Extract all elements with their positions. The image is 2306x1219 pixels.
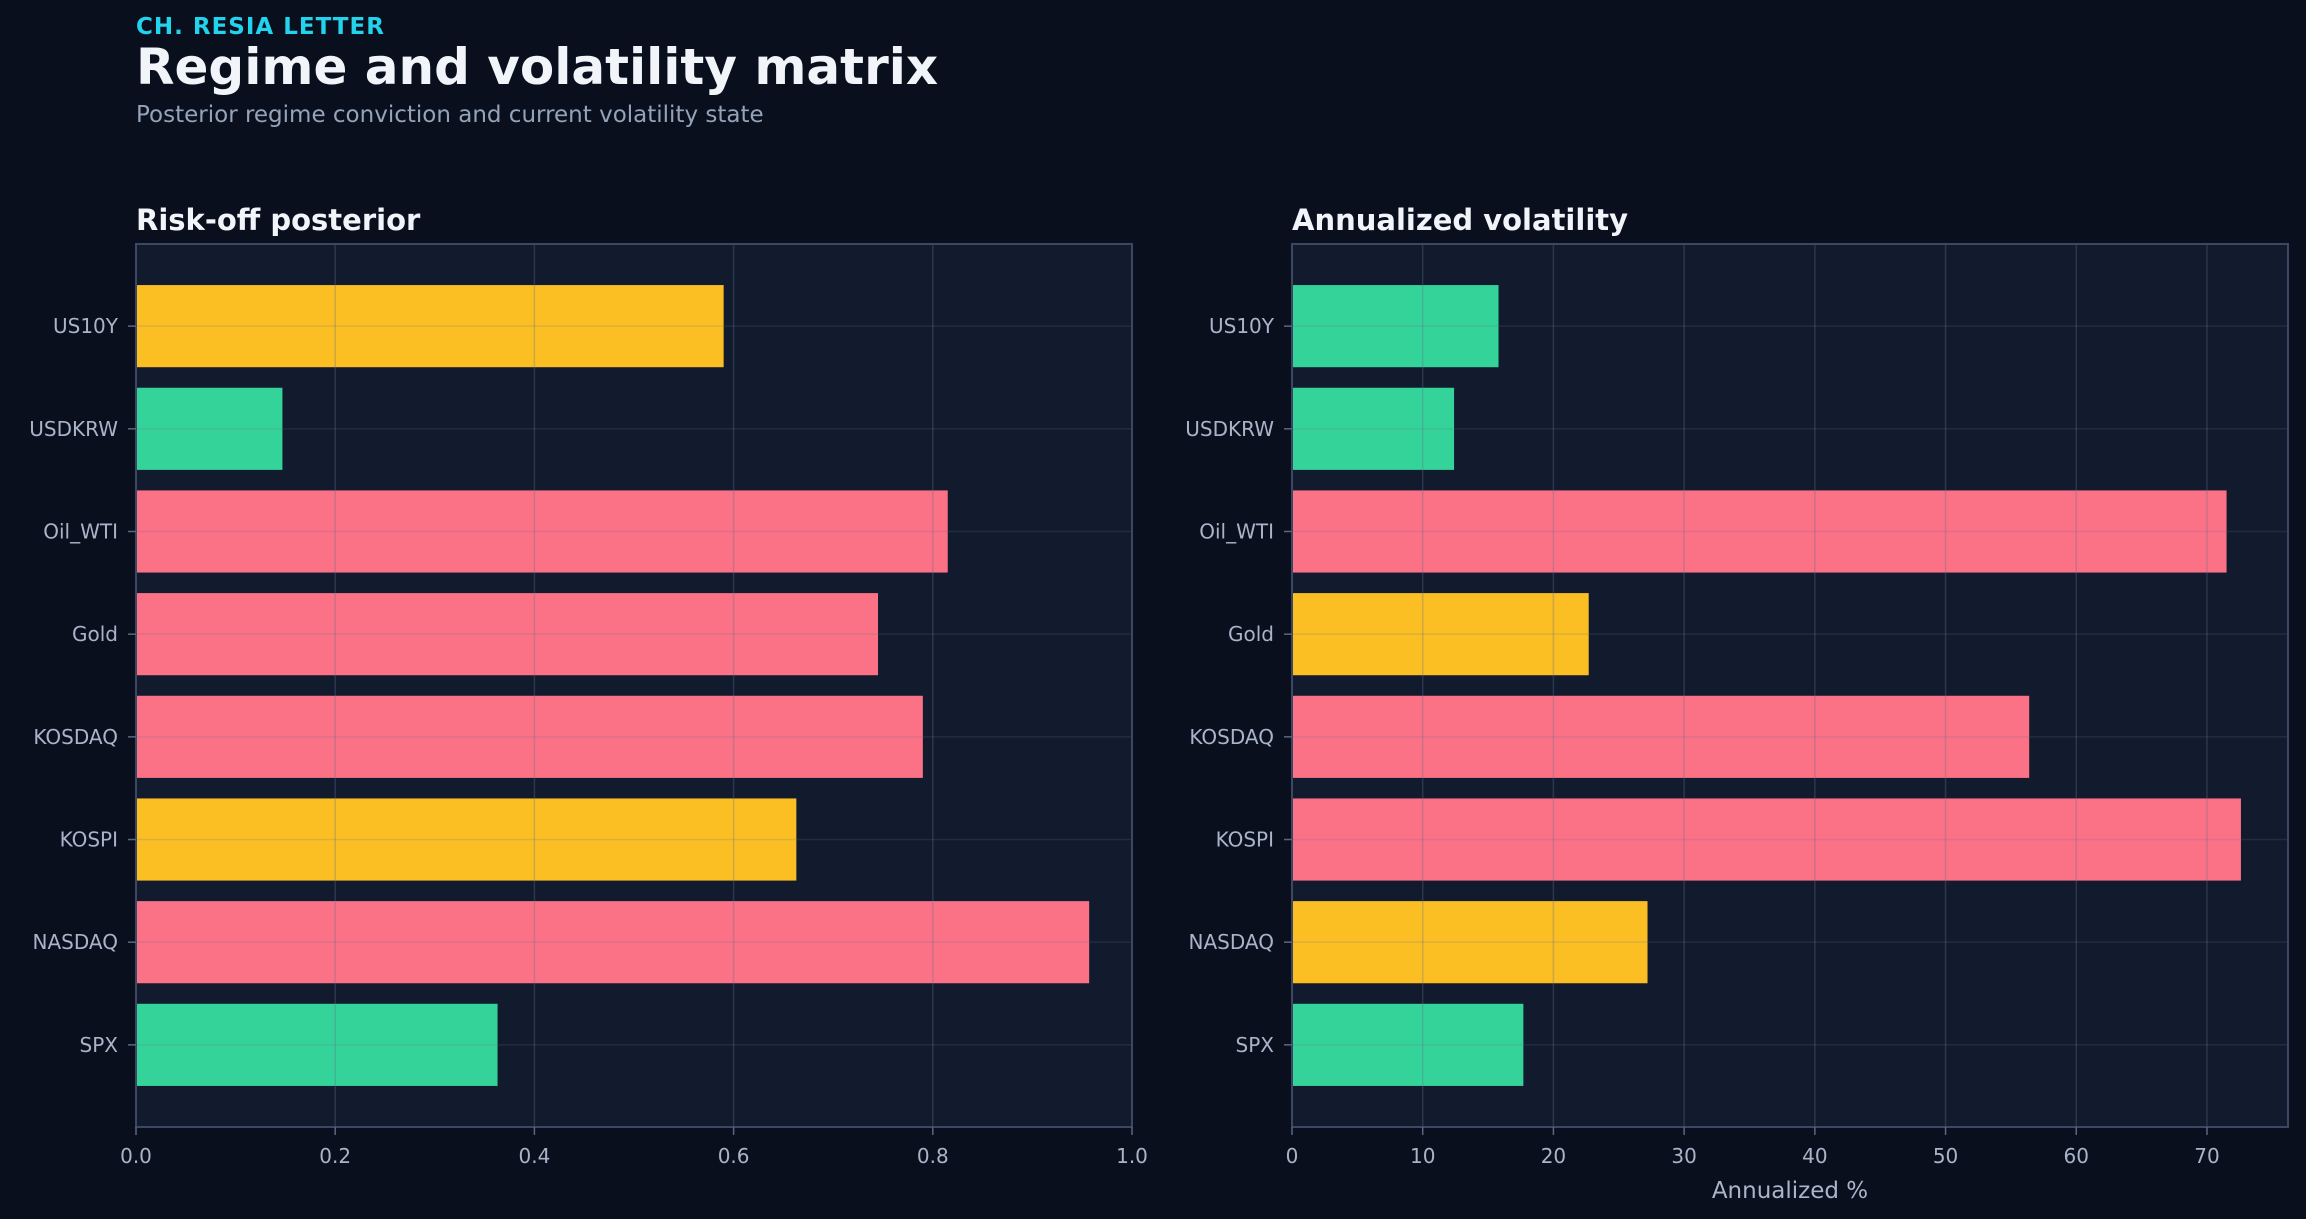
x-tick-label: 50 (1933, 1144, 1958, 1168)
x-tick-label: 70 (2194, 1144, 2219, 1168)
x-tick-label: 0 (1286, 1144, 1299, 1168)
y-tick-label: Gold (1228, 622, 1274, 646)
chart-title: Risk-off posterior (136, 203, 421, 237)
y-tick-label: USDKRW (29, 417, 118, 441)
y-tick-label: US10Y (53, 314, 119, 338)
x-tick-label: 10 (1410, 1144, 1435, 1168)
bar-nasdaq (1292, 901, 1648, 984)
y-tick-label: NASDAQ (1189, 930, 1274, 954)
bar-kosdaq (136, 695, 923, 778)
chart-title: Annualized volatility (1292, 203, 1628, 237)
bar-oil-wti (136, 490, 948, 573)
plot-area (1292, 244, 2288, 1127)
page-subtitle: Posterior regime conviction and current … (136, 102, 764, 128)
y-tick-label: US10Y (1209, 314, 1275, 338)
bar-spx (1292, 1003, 1524, 1086)
x-tick-label: 0.2 (319, 1144, 351, 1168)
x-tick-label: 0.6 (718, 1144, 750, 1168)
y-tick-label: Oil_WTI (43, 519, 118, 543)
bar-kospi (136, 798, 797, 881)
x-tick-label: 0.8 (917, 1144, 949, 1168)
bar-us10y (1292, 285, 1499, 368)
bar-nasdaq (136, 901, 1090, 984)
bar-kosdaq (1292, 695, 2030, 778)
bar-spx (136, 1003, 498, 1086)
x-tick-label: 40 (1802, 1144, 1827, 1168)
y-tick-label: KOSPI (60, 828, 118, 852)
bar-kospi (1292, 798, 2241, 881)
y-tick-label: USDKRW (1185, 417, 1274, 441)
bar-usdkrw (136, 387, 283, 470)
plot-frame (1291, 243, 2289, 1128)
x-tick-label: 0.4 (518, 1144, 550, 1168)
y-tick-label: SPX (1236, 1033, 1275, 1057)
y-tick-label: KOSDAQ (33, 725, 118, 749)
plot-area (136, 244, 1132, 1127)
bar-oil-wti (1292, 490, 2227, 573)
bar-us10y (136, 285, 724, 368)
x-tick-label: 0.0 (120, 1144, 152, 1168)
kicker-label: CH. RESIA LETTER (136, 14, 385, 40)
bar-gold (1292, 593, 1589, 676)
plot-frame (135, 243, 1133, 1128)
chart-panel-1: Risk-off posterior US10Y USDKRW Oil_WTI Gold… (29, 203, 1148, 1168)
x-tick-label: 60 (2064, 1144, 2089, 1168)
bar-usdkrw (1292, 387, 1455, 470)
y-tick-label: Oil_WTI (1199, 519, 1274, 543)
x-axis-label: Annualized % (1712, 1178, 1868, 1204)
page-title: Regime and volatility matrix (136, 38, 939, 96)
x-tick-label: 30 (1671, 1144, 1696, 1168)
y-tick-label: KOSDAQ (1189, 725, 1274, 749)
x-tick-label: 20 (1541, 1144, 1566, 1168)
y-tick-label: SPX (80, 1033, 119, 1057)
chart-panel-2: Annualized volatility US10Y USDKRW Oil_WTI G… (1185, 203, 2289, 1204)
y-tick-label: NASDAQ (33, 930, 118, 954)
x-tick-label: 1.0 (1116, 1144, 1148, 1168)
y-tick-label: Gold (72, 622, 118, 646)
bar-gold (136, 593, 879, 676)
y-tick-label: KOSPI (1216, 828, 1274, 852)
